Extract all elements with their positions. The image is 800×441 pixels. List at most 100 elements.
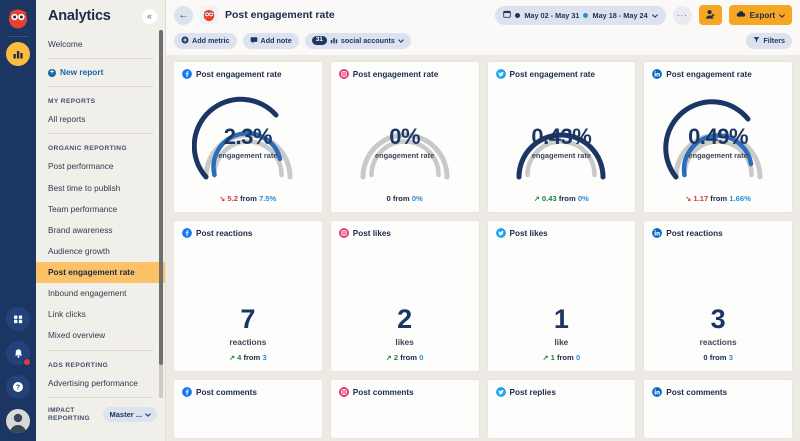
share-person-icon [705, 9, 716, 22]
sidebar-item-post-engagement-rate[interactable]: Post engagement rate [36, 262, 165, 284]
delta-value: 1.17 [693, 194, 709, 203]
delta-previous: 0 [419, 353, 424, 362]
card-header: Post reactions [182, 228, 314, 238]
sidebar-item-inbound-engagement[interactable]: Inbound engagement [48, 288, 127, 299]
instagram-icon [338, 69, 349, 79]
facebook-icon [182, 387, 192, 397]
sidebar-item-brand-awareness[interactable]: Brand awareness [48, 224, 113, 235]
card-title: Post engagement rate [352, 69, 439, 79]
funnel-icon [753, 36, 760, 45]
card-gauge-twitter[interactable]: Post engagement rate 0.43% engagement ra… [486, 61, 637, 213]
add-note-button[interactable]: Add note [242, 32, 299, 49]
card-number-facebook-reactions[interactable]: Post reactions 7 reactions ↗ 4 from 3 [173, 220, 323, 372]
export-button[interactable]: Export [728, 5, 792, 25]
metric-unit: reactions [229, 337, 267, 347]
delta-value: 0 [703, 353, 708, 362]
linkedin-icon [652, 387, 663, 397]
hootsuite-owl-logo[interactable] [5, 5, 31, 31]
sidebar-item-new-report[interactable]: + New report [36, 62, 165, 83]
card-title: Post comments [666, 387, 728, 397]
impact-master-dropdown[interactable]: Master ... [103, 407, 157, 423]
card-gauge-instagram[interactable]: Post engagement rate 0% engagement rate [329, 61, 480, 213]
metric-unit: likes [395, 337, 414, 347]
delta-from-label: from [558, 194, 576, 203]
notification-badge [23, 358, 31, 366]
linkedin-icon [652, 228, 663, 238]
card-number-twitter-likes[interactable]: Post likes 1 like ↗ 1 from 0 [486, 220, 637, 372]
metric-value: 2 [397, 304, 413, 334]
card-header: Post comments [182, 387, 314, 397]
rail-bottom-group: ? [0, 307, 36, 435]
collapse-sidebar-button[interactable]: « [142, 8, 157, 24]
delta-previous: 0 [575, 353, 581, 362]
note-icon [250, 36, 258, 46]
delta-from-label: from [709, 353, 727, 362]
sidebar-item-team-performance[interactable]: Team performance [48, 203, 118, 214]
page-title: Post engagement rate [225, 9, 335, 21]
delta-value: 0 [386, 194, 391, 203]
filters-button[interactable]: Filters [746, 32, 792, 49]
plus-circle-icon [181, 36, 189, 46]
sidebar-item-mixed-overview[interactable]: Mixed overview [48, 330, 106, 341]
gauge-chart: 0.43% engagement rate [496, 79, 628, 194]
sidebar-item-advertising-performance[interactable]: Advertising performance [48, 377, 138, 388]
delta-previous: 0% [577, 194, 589, 203]
apps-grid-icon[interactable] [6, 307, 30, 331]
metric-value-area: 7 reactions [182, 238, 314, 353]
metric-value: 1 [553, 304, 569, 334]
bar-chart-icon [330, 36, 338, 46]
sidebar-divider [48, 58, 153, 60]
back-button[interactable]: ← [174, 5, 193, 25]
date-range-selector[interactable]: May 02 - May 31 May 18 - May 24 [495, 5, 666, 25]
plus-circle-icon: + [48, 68, 56, 77]
delta-row: ↗ 1 from 0 [496, 353, 628, 364]
card-number-instagram-likes[interactable]: Post likes 2 likes ↗ 2 from 0 [329, 220, 480, 372]
sidebar-item-post-performance[interactable]: Post performance [48, 161, 114, 172]
social-accounts-label: social accounts [340, 36, 395, 45]
card-facebook-comments[interactable]: Post comments [173, 379, 323, 439]
calendar-icon [503, 10, 512, 20]
card-instagram-comments[interactable]: Post comments [329, 379, 480, 439]
card-title: Post likes [509, 228, 548, 238]
user-avatar[interactable] [6, 409, 30, 433]
card-number-linkedin-reactions[interactable]: Post reactions 3 reactions 0 from 3 [643, 220, 793, 372]
sidebar-item-all-reports[interactable]: All reports [48, 114, 86, 125]
notifications-bell-icon[interactable] [6, 341, 31, 366]
facebook-icon [182, 228, 192, 238]
share-report-button[interactable] [698, 5, 722, 25]
help-icon[interactable]: ? [6, 375, 30, 399]
sidebar-item-welcome[interactable]: Welcome [48, 39, 83, 49]
trend-up-icon: ↗ [229, 355, 235, 362]
sidebar-scrollbar-thumb[interactable] [159, 30, 163, 365]
card-header: Post replies [495, 387, 628, 397]
svg-text:?: ? [16, 385, 20, 392]
sidebar-divider [48, 396, 153, 398]
add-metric-button[interactable]: Add metric [174, 32, 237, 49]
card-gauge-linkedin[interactable]: Post engagement rate 0.49% engagement ra… [643, 61, 793, 213]
metric-unit: reactions [699, 337, 737, 347]
export-cloud-icon [736, 9, 746, 21]
card-title: Post likes [352, 228, 391, 238]
card-twitter-replies[interactable]: Post replies [486, 379, 637, 439]
card-header: Post likes [495, 228, 628, 238]
filters-label: Filters [763, 36, 785, 45]
social-accounts-selector[interactable]: 31 social accounts [304, 32, 411, 49]
analytics-sidebar: Analytics « Welcome + New report MY REPO… [36, 0, 166, 441]
sidebar-divider [48, 86, 153, 88]
gauge-chart: 0.49% engagement rate [652, 79, 784, 194]
metric-value: 7 [240, 304, 256, 334]
date-range-primary: May 02 - May 31 [524, 10, 580, 20]
sidebar-item-best-time-to-publish[interactable]: Best time to publish [48, 182, 121, 193]
sidebar-section-my-reports: MY REPORTS [48, 98, 96, 106]
compare-range-dot [583, 12, 589, 18]
metrics-row-gauges: Post engagement rate 2.3% engagement rat… [173, 61, 793, 213]
card-title: Post engagement rate [196, 69, 282, 79]
sidebar-item-audience-growth[interactable]: Audience growth [48, 245, 110, 256]
card-linkedin-comments[interactable]: Post comments [643, 379, 793, 439]
chevron-down-icon [145, 410, 151, 419]
sidebar-item-link-clicks[interactable]: Link clicks [48, 309, 86, 320]
metrics-row-comments: Post comments Post comments Post replies [173, 379, 793, 439]
more-options-button[interactable]: ··· [672, 5, 692, 25]
analytics-icon[interactable] [6, 42, 30, 66]
card-gauge-facebook[interactable]: Post engagement rate 2.3% engagement rat… [173, 61, 323, 213]
